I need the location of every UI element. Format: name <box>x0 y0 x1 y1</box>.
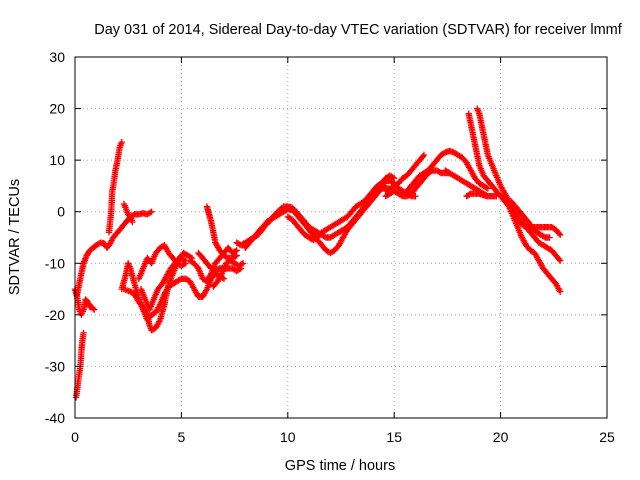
data-marker <box>137 249 196 313</box>
data-marker <box>233 182 389 257</box>
y-tick-label: -20 <box>45 307 65 323</box>
series-track-5 <box>120 200 136 226</box>
data-marker <box>463 190 492 200</box>
data-marker <box>210 257 247 290</box>
data-points <box>71 105 564 401</box>
data-marker <box>105 138 126 236</box>
series-track-9 <box>137 249 196 313</box>
series-track-4 <box>105 138 126 236</box>
data-marker <box>120 200 136 226</box>
x-tick-label: 5 <box>178 429 186 445</box>
tick-marks <box>74 56 608 419</box>
data-marker <box>73 208 155 298</box>
series-track-21 <box>463 190 492 200</box>
series-track-25 <box>508 198 553 241</box>
series-track-12 <box>203 203 240 262</box>
x-tick-labels: 0 5 10 15 20 25 <box>71 429 615 445</box>
data-marker <box>382 151 428 195</box>
data-marker <box>203 203 240 262</box>
y-tick-label: -10 <box>45 255 65 271</box>
series-track-17 <box>382 151 428 195</box>
data-marker <box>403 147 492 195</box>
series-track-14 <box>233 182 389 257</box>
y-tick-label: 20 <box>49 101 65 117</box>
data-marker <box>135 242 189 282</box>
y-tick-labels: -40 -30 -20 -10 0 10 20 30 <box>45 49 65 426</box>
series-track-8 <box>135 242 189 282</box>
y-tick-label: 0 <box>57 204 65 220</box>
plot-frame <box>74 56 608 419</box>
x-axis-label: GPS time / hours <box>285 458 395 474</box>
series-track-3 <box>73 208 155 298</box>
x-tick-label: 15 <box>386 429 402 445</box>
y-axis-label: SDTVAR / TECUs <box>7 179 23 295</box>
series-track-10 <box>186 244 240 285</box>
y-tick-label: -30 <box>45 358 65 374</box>
series-track-19 <box>403 147 492 195</box>
y-tick-label: 30 <box>49 49 65 65</box>
series-track-16 <box>284 177 419 244</box>
y-tick-label: 10 <box>49 152 65 168</box>
series-track-13 <box>210 257 247 290</box>
x-tick-label: 20 <box>493 429 509 445</box>
data-marker <box>284 177 419 244</box>
x-tick-label: 0 <box>71 429 79 445</box>
data-marker <box>508 198 553 241</box>
data-marker <box>72 329 87 401</box>
x-tick-label: 10 <box>280 429 296 445</box>
chart-title: Day 031 of 2014, Sidereal Day-to-day VTE… <box>94 22 623 38</box>
y-tick-label: -40 <box>45 410 65 426</box>
x-tick-label: 25 <box>599 429 615 445</box>
data-marker <box>186 244 240 285</box>
series-track-1 <box>72 329 87 401</box>
